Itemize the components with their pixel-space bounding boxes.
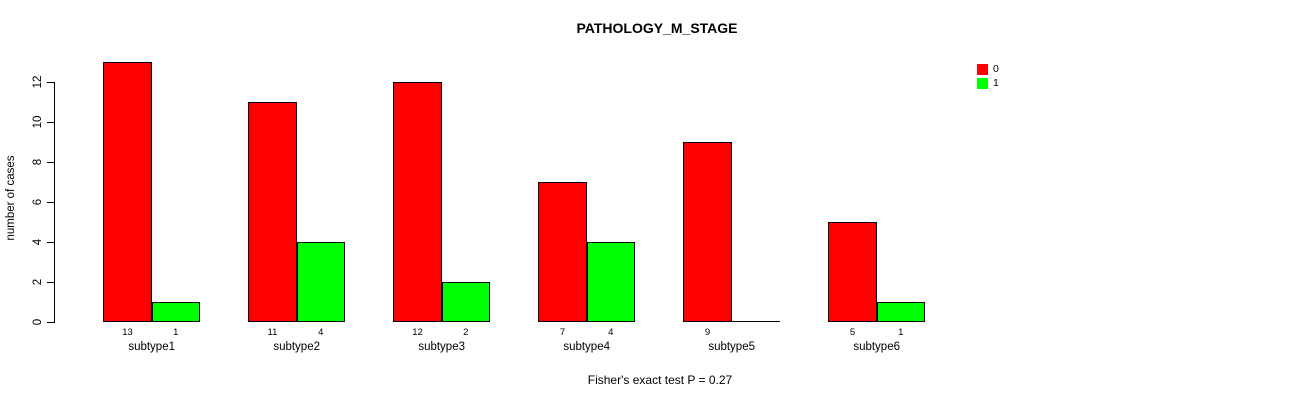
bar-count-label: 12: [412, 327, 423, 338]
y-axis-tick-label: 10: [32, 115, 44, 129]
legend-label: 0: [993, 62, 999, 75]
y-axis-tick-label: 6: [32, 198, 44, 206]
bar-subtype4-series-0: [538, 182, 587, 322]
bar-count-label: 4: [318, 327, 324, 338]
bar-subtype2-series-1: [296, 242, 345, 322]
bar-count-label: 4: [608, 327, 614, 338]
bar-subtype1-series-0: [103, 62, 152, 322]
legend-swatch-1: [977, 77, 988, 89]
zero-bar-subtype5-series-1: [731, 321, 780, 322]
category-label-subtype3: subtype3: [418, 341, 465, 353]
bar-subtype1-series-1: [151, 302, 200, 322]
bar-count-label: 11: [267, 327, 278, 338]
bar-count-label: 9: [704, 327, 711, 338]
legend-item-0: 0: [977, 63, 999, 75]
bar-count-label: 13: [122, 327, 133, 338]
y-axis-tick: [47, 202, 54, 203]
legend-swatch-0: [977, 63, 988, 75]
y-axis-tick-label: 8: [32, 158, 44, 166]
category-label-subtype2: subtype2: [273, 341, 320, 353]
legend-label: 1: [993, 76, 999, 89]
y-axis-tick-label: 2: [32, 278, 44, 286]
bar-count-label: 1: [173, 327, 179, 338]
category-label-subtype6: subtype6: [853, 341, 900, 353]
bar-subtype5-series-0: [683, 142, 732, 322]
y-axis-tick: [47, 282, 54, 283]
bar-subtype6-series-0: [828, 222, 877, 322]
bar-count-label: 7: [559, 327, 566, 338]
y-axis-tick: [47, 162, 54, 163]
bar-subtype2-series-0: [248, 102, 297, 322]
y-axis-line: [54, 82, 55, 323]
y-axis-tick: [47, 122, 54, 123]
y-axis-tick-label: 12: [32, 75, 44, 89]
legend-item-1: 1: [977, 77, 999, 89]
bar-subtype3-series-0: [393, 82, 442, 322]
bar-count-label: 5: [849, 327, 856, 338]
y-axis-label: number of cases: [5, 155, 17, 241]
bar-subtype3-series-1: [441, 282, 490, 322]
y-axis-tick: [47, 242, 54, 243]
category-label-subtype1: subtype1: [128, 341, 175, 353]
y-axis-tick-label: 0: [32, 318, 44, 326]
bar-subtype6-series-1: [876, 302, 925, 322]
bar-count-label: 2: [463, 327, 469, 338]
y-axis-tick: [47, 322, 54, 323]
fisher-test-caption: Fisher's exact test P = 0.27: [587, 373, 733, 387]
category-label-subtype4: subtype4: [563, 341, 610, 353]
y-axis-tick-label: 4: [32, 238, 44, 246]
bar-subtype4-series-1: [586, 242, 635, 322]
category-label-subtype5: subtype5: [708, 341, 755, 353]
chart-title: PATHOLOGY_M_STAGE: [576, 20, 738, 36]
y-axis-tick: [47, 82, 54, 83]
bar-count-label: 1: [898, 327, 904, 338]
